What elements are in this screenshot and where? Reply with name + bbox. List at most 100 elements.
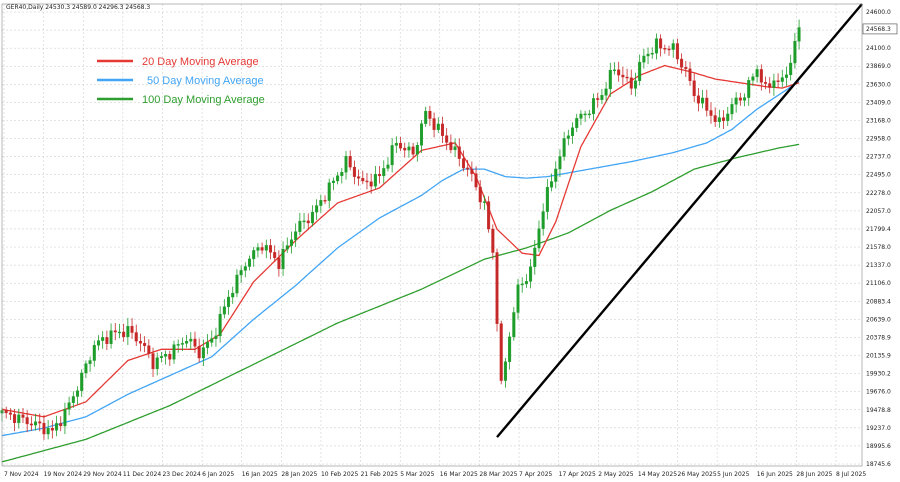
candle-body — [654, 38, 658, 54]
candle-body — [696, 95, 700, 104]
candle-body — [159, 356, 163, 358]
x-tick-label: 5 Jun 2025 — [717, 471, 749, 478]
y-tick-label: 23630.0 — [866, 81, 891, 88]
candle-body — [453, 146, 457, 151]
candle-body — [684, 67, 688, 70]
plot-frame — [1, 3, 863, 467]
candle-body — [394, 142, 398, 146]
candle-body — [466, 167, 470, 170]
candle-body — [155, 357, 159, 370]
ma20-line — [1, 64, 800, 418]
candle-body — [424, 110, 428, 124]
candle-body — [596, 98, 600, 100]
candle-body — [482, 201, 486, 203]
candle-body — [524, 281, 528, 285]
candle-body — [63, 409, 67, 427]
x-tick-label: 16 Jun 2025 — [757, 471, 793, 478]
candle-body — [38, 421, 42, 424]
x-tick-label: 11 Dec 2024 — [123, 471, 162, 478]
candle-body — [252, 250, 256, 260]
candle-body — [214, 335, 218, 339]
candle-body — [415, 145, 419, 155]
candle-body — [478, 186, 482, 203]
candle-body — [88, 360, 92, 364]
candle-body — [390, 145, 394, 166]
x-tick-label: 2 May 2025 — [598, 471, 633, 478]
candle-body — [449, 142, 453, 151]
candles — [0, 19, 801, 440]
candle-body — [248, 258, 252, 267]
candle-body — [436, 123, 440, 130]
y-tick-label: 18995.6 — [866, 443, 891, 450]
candle-body — [336, 175, 340, 182]
candle-body — [608, 69, 612, 90]
candle-body — [403, 147, 407, 151]
y-tick-label: 24600.0 — [866, 9, 891, 16]
y-tick-label: 20639.0 — [866, 316, 891, 323]
candle-body — [206, 342, 210, 348]
candle-body — [231, 292, 235, 298]
candle-body — [545, 187, 549, 212]
legend: 20 Day Moving Average 50 Day Moving Avera… — [97, 56, 265, 106]
ma50-line — [1, 80, 800, 437]
candle-body — [642, 55, 646, 63]
candle-body — [747, 80, 751, 98]
candle-body — [277, 257, 281, 269]
candle-body — [143, 343, 147, 346]
trendline — [496, 3, 863, 438]
candle-body — [558, 156, 562, 170]
candle-body — [147, 345, 151, 354]
candle-body — [780, 77, 784, 82]
candle-body — [84, 363, 88, 374]
candle-body — [243, 266, 247, 271]
x-tick-label: 28 Mar 2025 — [479, 471, 517, 478]
axes: 18745.6 18995.6 19237.0 19478.8 19676.0 19930… — [1, 3, 898, 478]
candle-body — [499, 323, 503, 381]
candle-body — [268, 245, 272, 253]
candle-body — [25, 417, 29, 425]
candle-body — [688, 68, 692, 81]
x-tick-label: 6 Jan 2025 — [202, 471, 234, 478]
candle-body — [210, 338, 214, 343]
candle-body — [164, 353, 168, 357]
candle-body — [306, 220, 310, 224]
candle-body — [621, 74, 625, 78]
y-tick-label: 21578.0 — [866, 244, 891, 251]
candle-body — [734, 97, 738, 105]
candle-body — [369, 181, 373, 187]
candle-body — [738, 97, 742, 101]
last-price-box — [862, 23, 898, 35]
candle-body — [172, 344, 176, 360]
candle-body — [663, 48, 667, 50]
legend-label: 50 Day Moving Average — [147, 75, 264, 87]
candle-body — [571, 127, 575, 136]
candle-body — [495, 252, 499, 324]
candle-body — [675, 43, 679, 60]
candle-body — [541, 211, 545, 229]
y-tick-label: 21337.0 — [866, 262, 891, 269]
candle-body — [71, 396, 75, 403]
candle-body — [189, 338, 193, 342]
candle-body — [340, 172, 344, 176]
x-tick-label: 14 May 2025 — [638, 471, 677, 478]
candle-body — [650, 52, 654, 55]
candle-body — [42, 422, 46, 435]
y-tick-label: 22278.0 — [866, 190, 891, 197]
candle-body — [59, 423, 63, 427]
candle-body — [13, 414, 17, 424]
candle-body — [600, 95, 604, 100]
candle-body — [575, 118, 579, 128]
candle-body — [109, 330, 113, 344]
candle-body — [21, 414, 25, 418]
candle-body — [755, 69, 759, 77]
candle-body — [80, 372, 84, 391]
y-tick-label: 19930.2 — [866, 371, 891, 378]
candle-body — [34, 421, 38, 426]
candle-body — [399, 142, 403, 149]
candle-body — [420, 123, 424, 146]
candle-body — [239, 270, 243, 276]
y-tick-label: 21106.0 — [866, 280, 891, 287]
candle-body — [470, 169, 474, 174]
candle-body — [260, 247, 264, 251]
